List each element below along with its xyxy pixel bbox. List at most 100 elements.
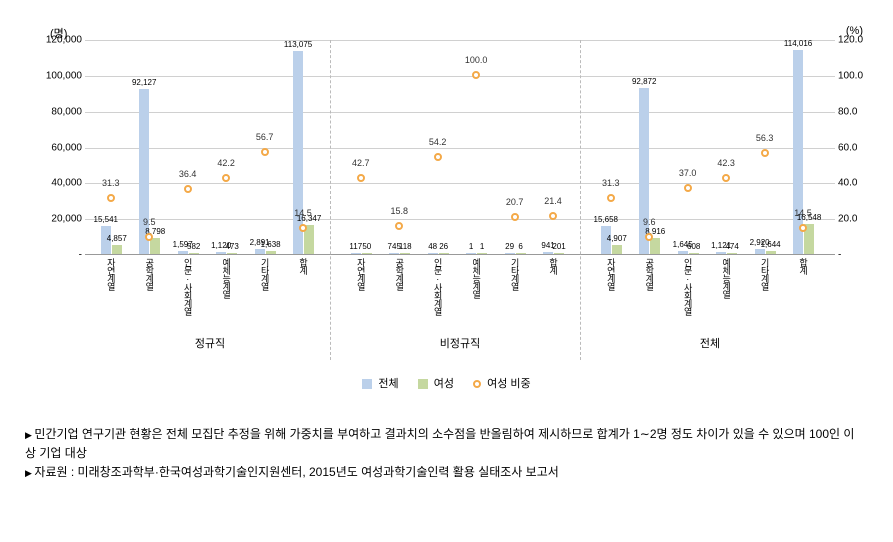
ytick-left: 40,000 [37, 178, 82, 189]
ratio-value: 36.4 [179, 169, 197, 179]
bar-female-value: 1,638 [261, 240, 281, 249]
ratio-value: 56.7 [256, 132, 274, 142]
bar-female [150, 238, 160, 254]
ratio-value: 56.3 [756, 133, 774, 143]
bar-female-value: 608 [687, 242, 700, 251]
x-category-label: 인문·사회계열 [432, 258, 445, 328]
ytick-left: 60,000 [37, 142, 82, 153]
ratio-marker [107, 194, 115, 202]
bar-total [351, 253, 361, 254]
group-divider [580, 40, 581, 360]
bar-female [766, 251, 776, 254]
ratio-marker [607, 194, 615, 202]
ratio-marker [645, 233, 653, 241]
gridline [85, 76, 835, 77]
legend-female: 여성 [418, 375, 454, 391]
bar-total-value: 114,016 [784, 39, 812, 48]
bar-total [255, 249, 265, 254]
bar-total-value: 92,872 [632, 77, 656, 86]
ratio-value: 42.3 [717, 158, 735, 168]
ytick-right: 20.0 [838, 214, 870, 225]
ytick-right: 40.0 [838, 178, 870, 189]
gridline [85, 112, 835, 113]
bar-female-value: 582 [187, 242, 200, 251]
legend-total: 전체 [362, 375, 398, 391]
ratio-value: 14.5 [794, 208, 812, 218]
bar-female-value: 201 [552, 242, 565, 251]
legend-total-swatch [362, 379, 372, 389]
bar-female [554, 253, 564, 254]
ratio-marker [472, 71, 480, 79]
ytick-right: 120.0 [838, 35, 870, 46]
ratio-marker [684, 184, 692, 192]
x-category-label: 예체능계열 [720, 258, 733, 328]
ratio-marker [184, 185, 192, 193]
bar-female [477, 253, 487, 254]
ratio-marker [261, 148, 269, 156]
x-category-label: 공학계열 [643, 258, 656, 328]
ratio-value: 20.7 [506, 197, 524, 207]
ytick-left: 120,000 [37, 35, 82, 46]
bar-female [727, 253, 737, 254]
bar-female-value: 1,644 [761, 240, 781, 249]
bar-female [189, 253, 199, 254]
ytick-left: 80,000 [37, 106, 82, 117]
bar-female-value: 50 [362, 242, 371, 251]
bar-female [362, 253, 372, 254]
legend-ratio-marker [473, 380, 481, 388]
x-category-label: 자연계열 [355, 258, 368, 328]
legend-female-label: 여성 [434, 378, 454, 390]
x-category-label: 예체능계열 [470, 258, 483, 328]
x-category-label: 기타계열 [259, 258, 272, 328]
plot-area: --20,00020.040,00040.060,00060.080,00080… [85, 40, 835, 255]
group-divider [330, 40, 331, 360]
ratio-marker [511, 213, 519, 221]
x-category-label: 예체능계열 [220, 258, 233, 328]
bar-total-value: 117 [349, 242, 362, 251]
chart-legend: 전체 여성 여성 비중 [30, 375, 863, 391]
bar-total-value: 15,658 [594, 215, 618, 224]
bar-total-value: 15,541 [94, 215, 118, 224]
ratio-marker [357, 174, 365, 182]
x-group-label: 비정규직 [335, 335, 585, 351]
gridline [85, 40, 835, 41]
ratio-marker [145, 233, 153, 241]
x-category-label: 인문·사회계열 [182, 258, 195, 328]
bar-total [543, 252, 553, 254]
bar-total [216, 252, 226, 254]
ratio-marker [761, 149, 769, 157]
ratio-value: 21.4 [544, 196, 562, 206]
employment-chart: (명) (%) --20,00020.040,00040.060,00060.0… [30, 10, 863, 390]
x-category-label: 합계 [297, 258, 310, 328]
bar-female-value: 4,907 [607, 234, 627, 243]
bar-total [428, 253, 438, 254]
ratio-marker [549, 212, 557, 220]
x-category-label: 합계 [547, 258, 560, 328]
ratio-value: 9.5 [143, 217, 156, 227]
bar-total-value: 113,075 [284, 40, 312, 49]
bar-female [400, 253, 410, 254]
bar-total-value: 29 [505, 242, 514, 251]
ratio-value: 54.2 [429, 137, 447, 147]
bar-female-value: 118 [399, 242, 412, 251]
bar-total [716, 252, 726, 254]
x-category-label: 기타계열 [509, 258, 522, 328]
footnote-1: 민간기업 연구기관 현황은 전체 모집단 추정을 위해 가중치를 부여하고 결과… [25, 425, 865, 463]
x-category-label: 공학계열 [143, 258, 156, 328]
x-category-label: 공학계열 [393, 258, 406, 328]
bar-female [266, 251, 276, 254]
bar-total [178, 251, 188, 254]
ytick-left: 20,000 [37, 214, 82, 225]
legend-female-swatch [418, 379, 428, 389]
ytick-right: 80.0 [838, 106, 870, 117]
bar-female [689, 253, 699, 254]
ytick-left: - [37, 250, 82, 261]
x-category-label: 인문·사회계열 [682, 258, 695, 328]
ratio-value: 15.8 [390, 206, 408, 216]
ratio-value: 42.2 [217, 158, 235, 168]
bar-female [612, 245, 622, 254]
ratio-value: 14.5 [294, 208, 312, 218]
x-category-label: 자연계열 [105, 258, 118, 328]
x-group-label: 정규직 [85, 335, 335, 351]
legend-ratio-label: 여성 비중 [487, 378, 531, 390]
